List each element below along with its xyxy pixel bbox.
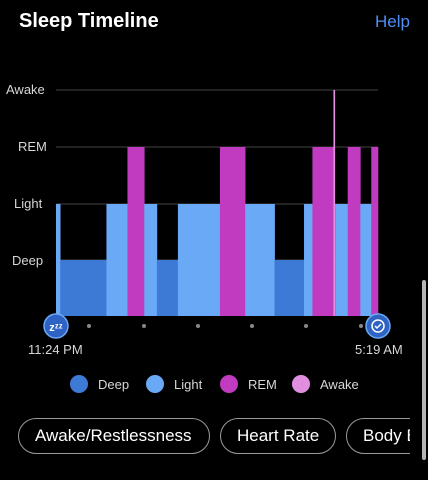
y-label-light: Light [14,196,43,211]
segment-rem-7 [219,147,246,316]
segment-light-2 [106,204,128,316]
legend-item-light: Light [146,372,202,396]
segment-light-10 [304,204,313,316]
segment-rem-16 [371,147,379,316]
legend: Deep Light REM Awake [0,372,428,396]
scrollbar[interactable] [422,280,426,460]
segment-deep-9 [274,260,305,316]
sleep-chart-svg: zᶻᶻ [43,89,391,339]
pill-body-battery[interactable]: Body Battery [346,418,410,454]
time-tick-5 [359,324,363,328]
metric-pill-row: Awake/Restlessness Heart Rate Body Batte… [0,418,410,458]
legend-dot-deep [70,375,88,393]
time-tick-3 [250,324,254,328]
segment-rem-11 [312,147,334,316]
segment-deep-5 [156,260,179,316]
segment-deep-1 [60,260,107,316]
legend-label-light: Light [174,376,203,392]
legend-dot-light [146,375,164,393]
start-time: 11:24 PM [28,342,83,357]
time-tick-2 [196,324,200,328]
sleep-chart: Awake REM Light Deep zᶻᶻ [0,60,428,370]
pill-heart-rate[interactable]: Heart Rate [220,418,336,454]
legend-item-awake: Awake [292,372,359,396]
alarm-clock-face [371,319,385,333]
segment-light-0 [56,204,61,316]
legend-item-deep: Deep [70,372,129,396]
legend-dot-rem [220,375,238,393]
legend-label-rem: REM [248,376,277,392]
segment-rem-3 [127,147,145,316]
segment-rem-14 [347,147,361,316]
segment-awake-12 [333,90,336,316]
sleep-zzz-icon-glyph: zᶻᶻ [49,322,62,334]
y-label-rem: REM [18,139,47,154]
time-tick-4 [304,324,308,328]
help-link[interactable]: Help [375,12,410,31]
page-title: Sleep Timeline [19,10,159,32]
legend-label-awake: Awake [320,376,359,392]
time-tick-1 [142,324,146,328]
legend-item-rem: REM [220,372,277,396]
segment-light-8 [245,204,275,316]
segment-light-15 [360,204,372,316]
time-tick-0 [87,324,91,328]
segment-light-13 [335,204,349,316]
legend-dot-awake [292,375,310,393]
segment-light-4 [144,204,158,316]
y-label-awake: Awake [6,82,45,97]
pill-awake-restlessness[interactable]: Awake/Restlessness [18,418,210,454]
segment-light-6 [177,204,221,316]
y-label-deep: Deep [12,253,44,268]
sleep-zzz-icon [43,313,69,339]
header: Sleep Timeline Help [0,0,428,44]
end-time: 5:19 AM [355,342,403,357]
legend-label-deep: Deep [98,376,130,392]
alarm-clock-hand [374,323,382,330]
